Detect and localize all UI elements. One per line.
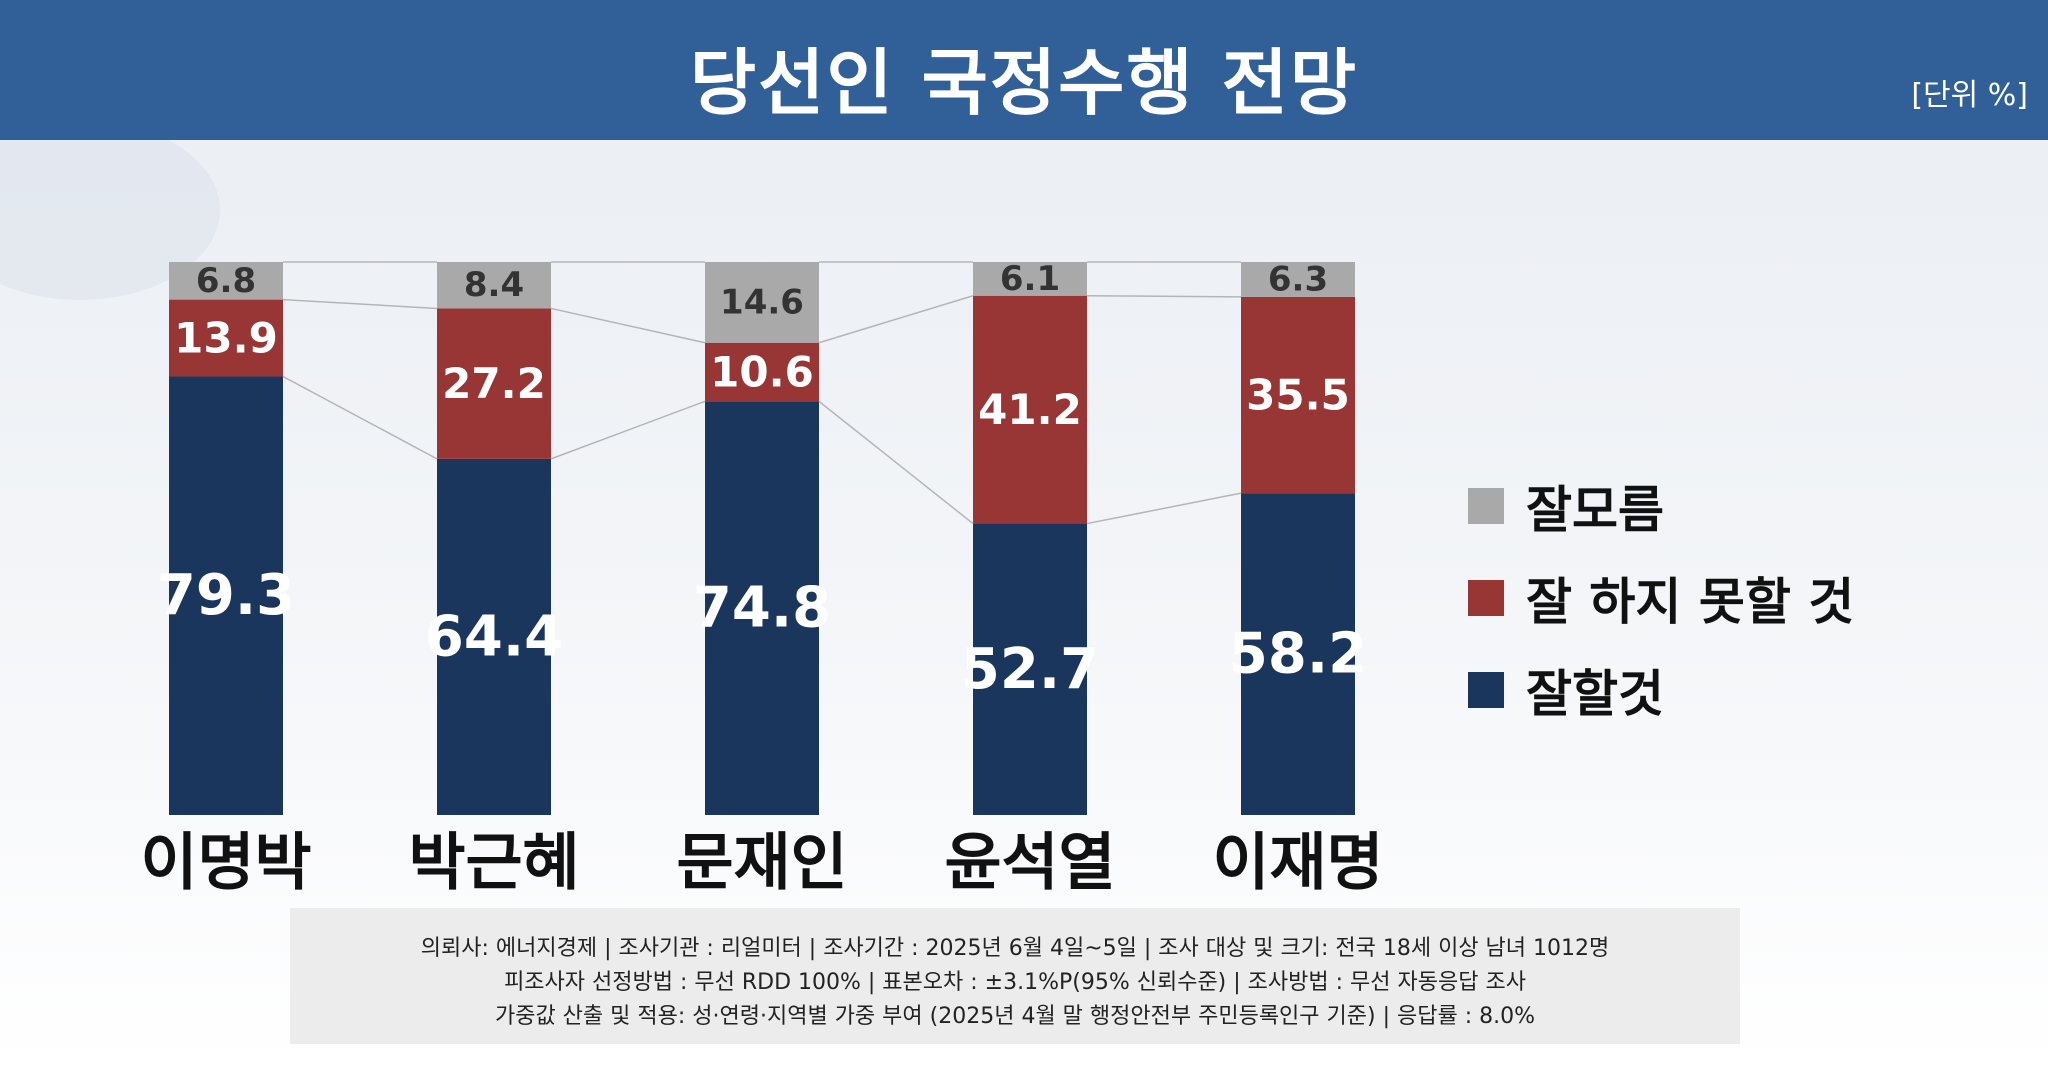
header-bar: 당선인 국정수행 전망 [단위 %] xyxy=(0,0,2048,140)
data-label-bad-3: 10.6 xyxy=(710,348,814,397)
data-label-bad-2: 27.2 xyxy=(442,359,546,408)
legend-item-unknown: 잘모름 xyxy=(1468,460,1854,552)
page-title: 당선인 국정수행 전망 xyxy=(689,41,1359,125)
data-label-good-1: 79.3 xyxy=(157,563,295,628)
footnote-line-2: 피조사자 선정방법 : 무선 RDD 100% | 표본오차 : ±3.1%P(… xyxy=(504,970,1526,995)
bar-good-1 xyxy=(169,376,283,815)
category-label-1: 이명박 xyxy=(140,826,311,899)
legend-item-good: 잘할것 xyxy=(1468,644,1854,736)
footnote-line-1: 의뢰사: 에너지경제 | 조사기관 : 리얼미터 | 조사기간 : 2025년 … xyxy=(420,936,1610,961)
bar-bad-3 xyxy=(705,342,819,402)
data-label-unknown-5: 6.3 xyxy=(1268,259,1328,299)
legend-swatch-bad xyxy=(1468,580,1504,616)
data-label-good-5: 58.2 xyxy=(1229,622,1367,687)
data-label-unknown-2: 8.4 xyxy=(464,265,524,305)
bar-good-4 xyxy=(973,523,1087,815)
bar-good-2 xyxy=(437,458,551,815)
stacked-bar-chart: 79.3 13.9 6.8 이명박 64.4 27.2 8.4 박근혜 74.8 10.6 14.6… xyxy=(140,259,1383,899)
footnote-line-3: 가중값 산출 및 적용: 성·연령·지역별 가중 부여 (2025년 4월 말 … xyxy=(494,1004,1536,1029)
data-label-good-2: 64.4 xyxy=(425,604,563,669)
legend: 잘모름 잘 하지 못할 것 잘할것 xyxy=(1468,460,1854,736)
legend-label-unknown: 잘모름 xyxy=(1526,481,1664,539)
data-label-unknown-4: 6.1 xyxy=(1000,259,1060,299)
data-label-bad-4: 41.2 xyxy=(978,385,1082,434)
bar-good-3 xyxy=(705,401,819,815)
category-label-3: 문재인 xyxy=(676,826,847,899)
connector-line-good-4 xyxy=(1086,492,1242,525)
legend-label-bad: 잘 하지 못할 것 xyxy=(1526,573,1855,631)
bar-unknown-4 xyxy=(973,262,1087,296)
bar-unknown-2 xyxy=(437,262,551,309)
connector-line-bad-2 xyxy=(550,307,706,344)
bar-unknown-1 xyxy=(169,262,283,300)
bar-bad-1 xyxy=(169,299,283,377)
legend-label-good: 잘할것 xyxy=(1526,665,1664,723)
legend-swatch-good xyxy=(1468,672,1504,708)
survey-footnote: 의뢰사: 에너지경제 | 조사기관 : 리얼미터 | 조사기간 : 2025년 … xyxy=(290,908,1740,1044)
data-label-bad-1: 13.9 xyxy=(174,314,278,363)
connector-line-bad-1 xyxy=(282,298,438,310)
connector-line-bad-3 xyxy=(818,295,974,344)
category-label-2: 박근혜 xyxy=(408,826,579,899)
category-label-4: 윤석열 xyxy=(944,826,1115,899)
connector-line-good-2 xyxy=(550,400,706,460)
connector-line-good-1 xyxy=(282,375,438,460)
bar-unknown-5 xyxy=(1241,262,1355,297)
data-label-unknown-3: 14.6 xyxy=(720,282,804,322)
data-label-good-4: 52.7 xyxy=(961,637,1099,702)
bar-bad-2 xyxy=(437,308,551,459)
category-label-5: 이재명 xyxy=(1212,826,1383,899)
data-label-unknown-1: 6.8 xyxy=(196,261,256,301)
bar-bad-4 xyxy=(973,295,1087,524)
data-label-good-3: 74.8 xyxy=(693,576,831,641)
legend-swatch-unknown xyxy=(1468,488,1504,524)
connector-line-good-3 xyxy=(818,400,974,525)
bar-unknown-3 xyxy=(705,262,819,343)
legend-item-bad: 잘 하지 못할 것 xyxy=(1468,552,1854,644)
unit-label: [단위 %] xyxy=(1911,78,2028,113)
data-label-bad-5: 35.5 xyxy=(1246,370,1350,419)
connector-line-bad-4 xyxy=(1086,294,1242,298)
bar-bad-5 xyxy=(1241,296,1355,494)
bar-good-5 xyxy=(1241,493,1355,815)
